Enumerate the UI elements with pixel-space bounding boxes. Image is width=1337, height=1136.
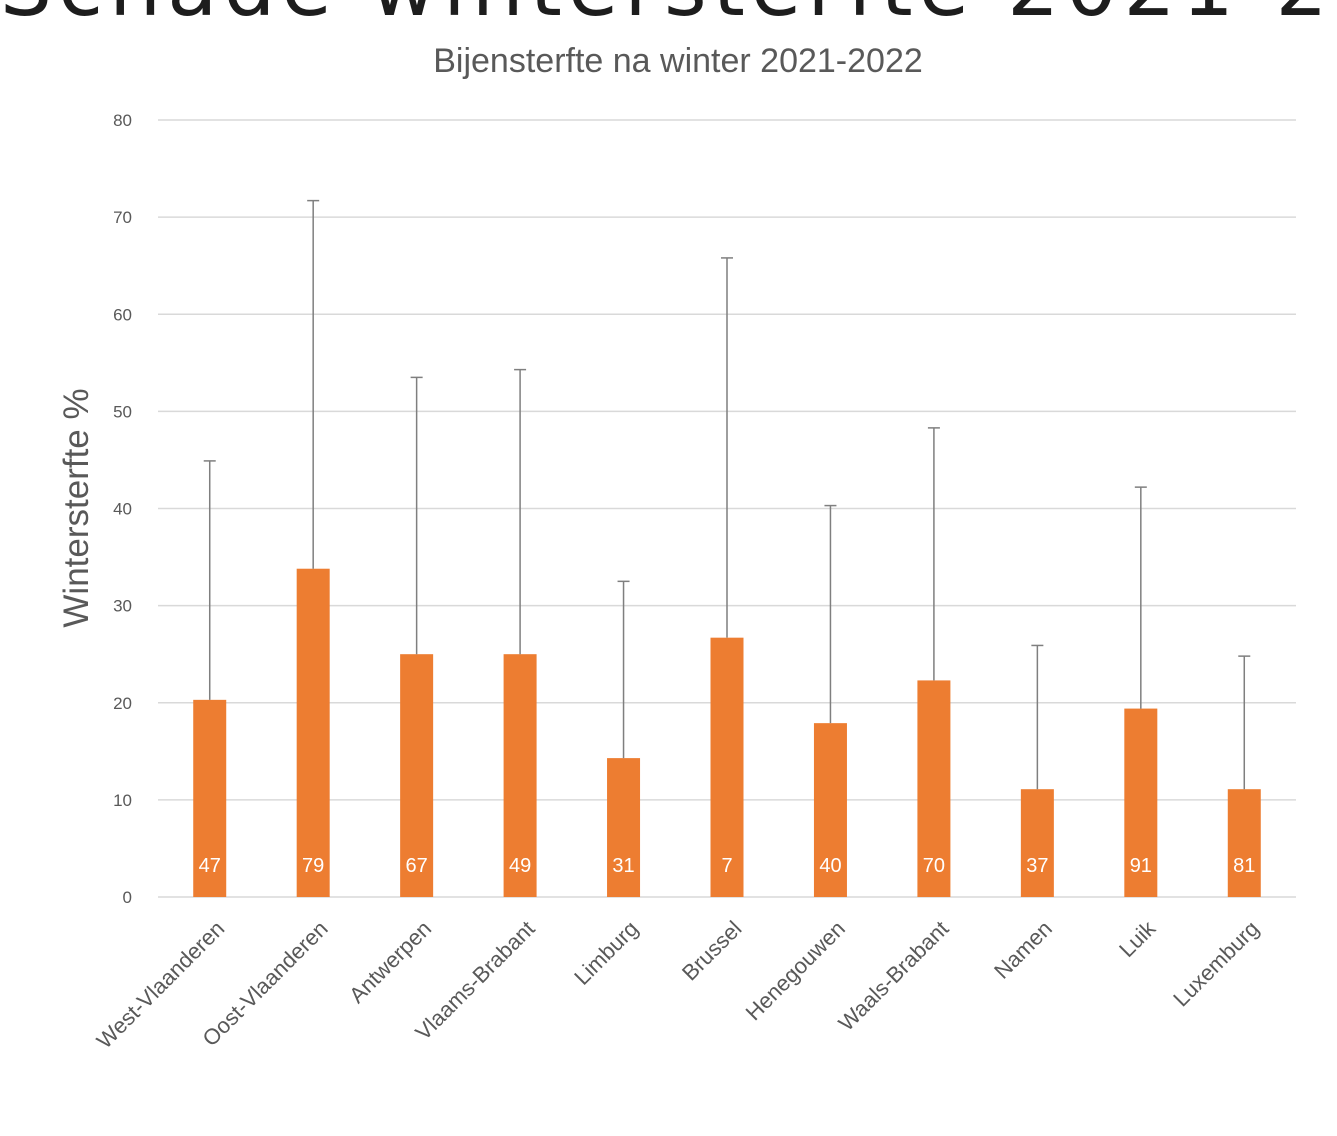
sample-size-labels: 47 79 67 49 31 7 40 70 37 91 81 <box>199 855 1256 877</box>
x-tick-label: Luik <box>1114 915 1161 962</box>
y-tick-label: 30 <box>113 597 132 616</box>
y-tick-label: 80 <box>113 111 132 130</box>
sample-size-label: 91 <box>1130 855 1152 877</box>
sample-size-label: 67 <box>406 855 428 877</box>
y-tick-label: 60 <box>113 305 132 324</box>
bar <box>296 568 330 897</box>
bar <box>503 654 537 897</box>
chart-title: Bijensterfte na winter 2021-2022 <box>433 42 923 80</box>
sample-size-label: 40 <box>819 855 841 877</box>
bar <box>1227 789 1261 897</box>
y-tick-label: 70 <box>113 208 132 227</box>
bars <box>193 568 1261 897</box>
y-tick-label: 20 <box>113 694 132 713</box>
sample-size-label: 81 <box>1233 855 1255 877</box>
x-tick-label: Waals-Brabant <box>833 916 953 1036</box>
error-bars <box>203 199 1251 790</box>
cropped-banner-title: Schade wintersterfte 2021-2022 <box>0 0 1337 18</box>
bar <box>917 680 951 897</box>
sample-size-label: 37 <box>1026 855 1048 877</box>
y-tick-label: 50 <box>113 402 132 421</box>
x-tick-label: Namen <box>989 916 1057 984</box>
bar <box>193 699 227 897</box>
bar <box>1124 708 1158 897</box>
x-tick-label: Henegouwen <box>741 916 850 1025</box>
x-tick-label: Limburg <box>569 916 643 990</box>
y-tick-label: 10 <box>113 791 132 810</box>
y-tick-labels: 0 10 20 30 40 50 60 70 80 <box>113 111 132 907</box>
sample-size-label: 7 <box>721 855 732 877</box>
bar <box>813 723 847 897</box>
y-axis-label: Wintersterfte % <box>57 388 96 627</box>
sample-size-label: 79 <box>302 855 324 877</box>
x-tick-label: Luxemburg <box>1168 916 1264 1012</box>
x-tick-label: Brussel <box>677 916 747 986</box>
y-tick-label: 40 <box>113 500 132 519</box>
bar <box>400 654 434 897</box>
sample-size-label: 49 <box>509 855 531 877</box>
bar <box>1020 789 1054 897</box>
bar <box>607 758 641 897</box>
sample-size-label: 31 <box>612 855 634 877</box>
x-tick-label: Antwerpen <box>344 916 436 1008</box>
y-tick-label: 0 <box>123 888 132 907</box>
sample-size-label: 47 <box>199 855 221 877</box>
bar <box>710 637 744 897</box>
sample-size-label: 70 <box>923 855 945 877</box>
